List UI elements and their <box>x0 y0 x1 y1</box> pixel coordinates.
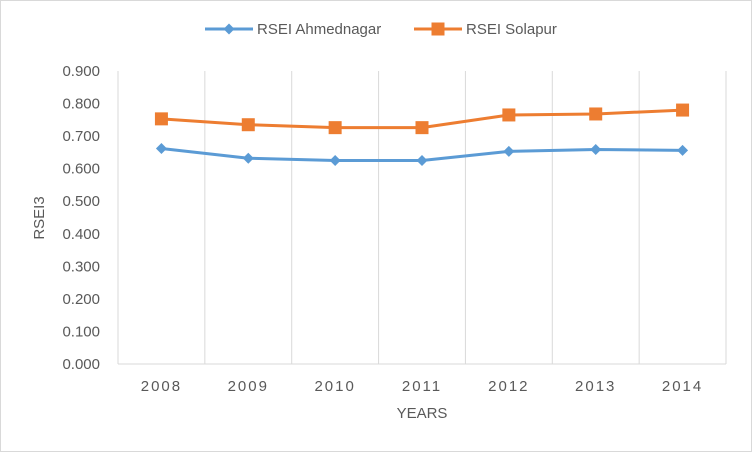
x-tick-label: 2014 <box>662 378 703 395</box>
data-point-diamond <box>416 155 428 167</box>
legend-entry: RSEI Solapur <box>414 21 557 38</box>
data-point-diamond <box>590 143 602 155</box>
y-axis-ticks: 0.000 0.100 0.200 0.300 0.400 0.500 0.600 0.700… <box>62 63 100 373</box>
y-tick-label: 0.100 <box>62 323 100 340</box>
legend-label: RSEI Ahmednagar <box>257 21 381 38</box>
x-tick-label: 2010 <box>314 378 355 395</box>
axes <box>117 71 726 365</box>
x-tick-label: 2008 <box>141 378 182 395</box>
data-point-square <box>589 107 603 121</box>
x-tick-label: 2011 <box>402 378 442 395</box>
legend: RSEI Ahmednagar RSEI Solapur <box>205 21 557 38</box>
y-axis-title: RSEI3 <box>31 196 48 239</box>
series-2 <box>154 103 690 135</box>
legend-marker-diamond <box>223 23 235 35</box>
y-tick-label: 0.000 <box>62 356 100 373</box>
y-tick-label: 0.200 <box>62 291 100 308</box>
data-point-diamond <box>677 144 689 156</box>
legend-entry: RSEI Ahmednagar <box>205 21 381 38</box>
data-point-diamond <box>242 152 254 164</box>
data-point-diamond <box>329 155 341 167</box>
series-layer <box>154 103 690 167</box>
x-axis-ticks: 2008 2009 2010 2011 2012 2013 2014 <box>141 378 703 395</box>
y-tick-label: 0.400 <box>62 226 100 243</box>
x-tick-label: 2009 <box>228 378 269 395</box>
y-tick-label: 0.600 <box>62 161 100 178</box>
x-tick-label: 2012 <box>488 378 529 395</box>
series-1 <box>155 142 689 167</box>
y-tick-label: 0.700 <box>62 128 100 145</box>
data-point-square <box>241 118 255 132</box>
y-tick-label: 0.900 <box>62 63 100 80</box>
data-point-square <box>328 121 342 135</box>
x-tick-label: 2013 <box>575 378 616 395</box>
data-point-square <box>415 121 429 135</box>
data-point-square <box>154 112 168 126</box>
data-point-diamond <box>155 142 167 154</box>
legend-marker-square <box>431 22 445 36</box>
data-point-square <box>502 108 516 122</box>
data-point-diamond <box>503 145 515 157</box>
gridlines <box>204 71 727 364</box>
y-tick-label: 0.500 <box>62 193 100 210</box>
data-point-square <box>676 103 690 117</box>
y-tick-label: 0.800 <box>62 96 100 113</box>
x-axis-title: YEARS <box>397 405 448 422</box>
y-tick-label: 0.300 <box>62 258 100 275</box>
legend-label: RSEI Solapur <box>466 21 557 38</box>
